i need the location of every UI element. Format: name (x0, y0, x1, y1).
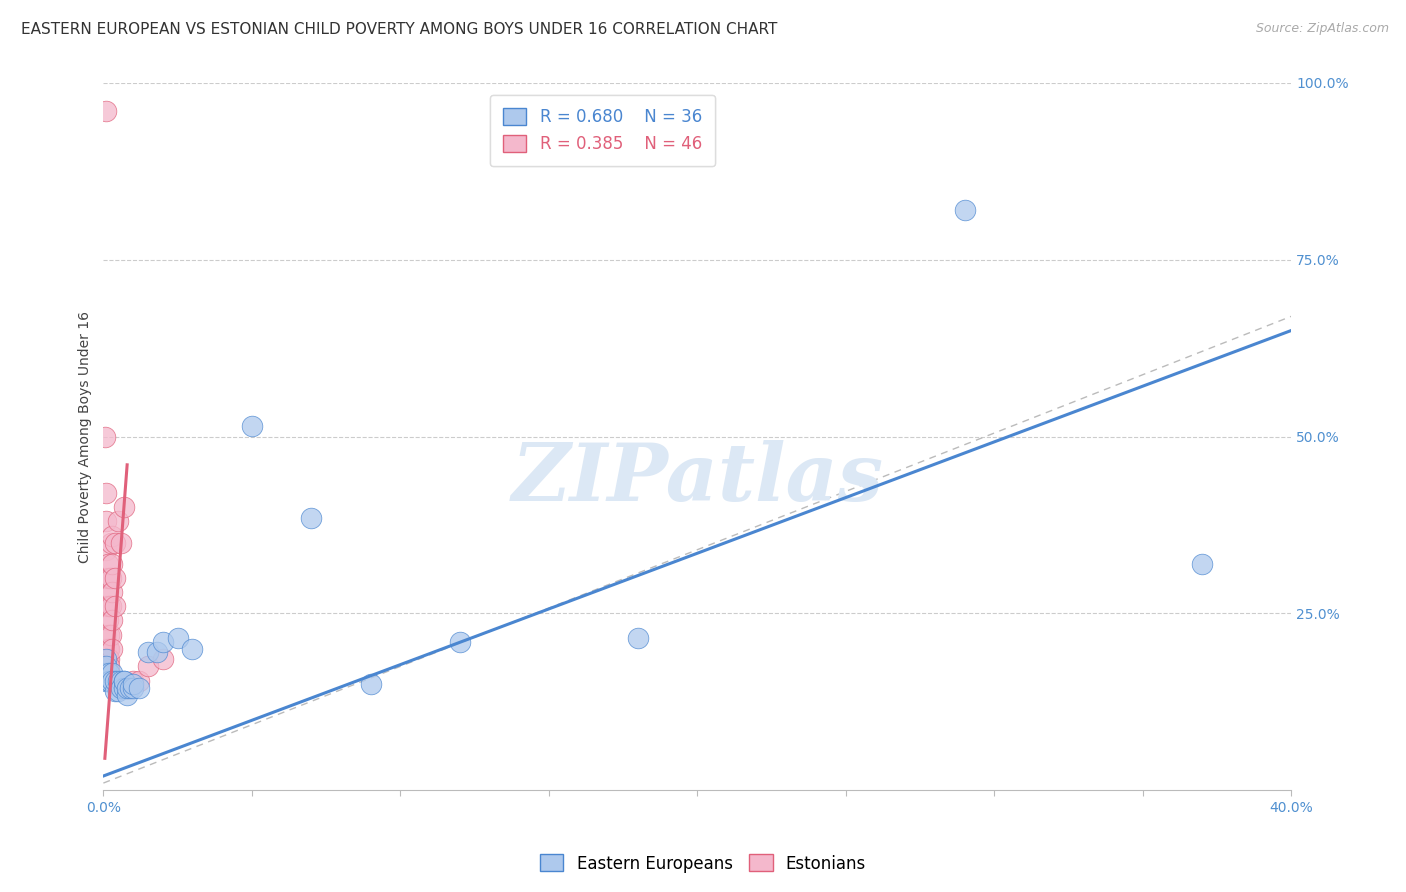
Point (98, 627, 121, 641)
Point (104, 571, 127, 585)
Point (96, 571, 118, 585)
Point (627, 631, 650, 645)
Point (96, 659, 118, 673)
Point (104, 599, 127, 614)
Point (120, 681, 142, 695)
Point (107, 673, 129, 688)
Point (101, 585, 124, 599)
Point (110, 673, 132, 688)
Point (97, 585, 120, 599)
Point (115, 688, 138, 702)
Point (240, 419, 263, 434)
Point (101, 673, 124, 688)
Point (101, 641, 124, 656)
Point (107, 515, 129, 529)
Point (98, 571, 121, 585)
Point (98, 672, 121, 686)
Point (100, 627, 122, 641)
Point (110, 535, 132, 549)
Point (98, 659, 121, 673)
Point (104, 684, 127, 698)
Y-axis label: Child Poverty Among Boys Under 16: Child Poverty Among Boys Under 16 (79, 310, 93, 563)
Point (96, 599, 118, 614)
Point (97, 659, 120, 673)
Point (136, 645, 159, 659)
Point (115, 681, 138, 695)
Point (96, 627, 118, 641)
Point (97, 557, 120, 571)
Point (101, 666, 124, 681)
Text: ZIPatlas: ZIPatlas (512, 441, 883, 517)
Point (136, 659, 159, 673)
Point (100, 535, 122, 549)
Point (100, 571, 122, 585)
Point (146, 645, 169, 659)
Point (97, 641, 120, 656)
Legend: Eastern Europeans, Estonians: Eastern Europeans, Estonians (533, 847, 873, 880)
Point (97, 614, 120, 628)
Point (96, 673, 118, 688)
Point (112, 673, 135, 688)
Point (94, 486, 117, 500)
Point (122, 677, 145, 691)
Point (115, 681, 138, 695)
Point (100, 599, 122, 614)
Point (104, 673, 127, 688)
Point (101, 528, 124, 542)
Text: Source: ZipAtlas.com: Source: ZipAtlas.com (1256, 22, 1389, 36)
Point (98, 673, 121, 688)
Point (122, 681, 145, 695)
Legend: R = 0.680    N = 36, R = 0.385    N = 46: R = 0.680 N = 36, R = 0.385 N = 46 (489, 95, 716, 166)
Point (360, 677, 382, 691)
Point (97, 666, 120, 681)
Point (112, 500, 135, 515)
Point (97, 652, 120, 666)
Point (953, 203, 976, 218)
Point (122, 673, 145, 688)
Text: EASTERN EUROPEAN VS ESTONIAN CHILD POVERTY AMONG BOYS UNDER 16 CORRELATION CHART: EASTERN EUROPEAN VS ESTONIAN CHILD POVER… (21, 22, 778, 37)
Point (98, 666, 121, 681)
Point (107, 684, 129, 698)
Point (299, 511, 322, 525)
Point (96, 104, 118, 119)
Point (101, 557, 124, 571)
Point (110, 681, 132, 695)
Point (101, 614, 124, 628)
Point (98, 652, 121, 666)
Point (98, 599, 121, 614)
Point (96, 641, 118, 656)
Point (152, 652, 174, 666)
Point (112, 681, 135, 695)
Point (96, 542, 118, 557)
Point (94, 429, 117, 443)
Point (128, 681, 150, 695)
Point (152, 634, 174, 648)
Point (96, 652, 118, 666)
Point (98, 641, 121, 656)
Point (166, 631, 188, 645)
Point (112, 673, 135, 688)
Point (181, 641, 204, 656)
Point (449, 634, 471, 648)
Point (96, 666, 118, 681)
Point (1191, 557, 1213, 571)
Point (98, 666, 121, 681)
Point (97, 672, 120, 686)
Point (128, 673, 150, 688)
Point (94, 515, 117, 529)
Point (98, 673, 121, 688)
Point (104, 535, 127, 549)
